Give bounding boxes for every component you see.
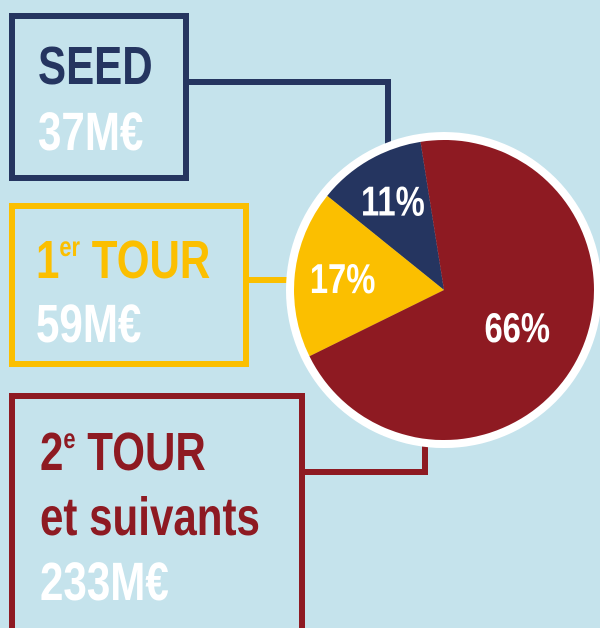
category-line2: et suivants [40,487,260,547]
label-group: 1er TOUR [36,230,210,290]
category-sup: e [63,423,75,454]
value-label-group: 66% [484,304,550,351]
category-label: 2e TOUR [40,422,206,482]
pie-slice [293,195,444,357]
label-box [9,393,305,628]
amount-group: 59M€ [36,294,141,354]
category-rest: TOUR [76,422,206,482]
value-label-group: 17% [310,255,376,302]
category-label: SEED [38,36,153,96]
value-label: 17% [310,255,376,302]
label-group: SEED [38,36,153,96]
category-text: 2 [40,422,63,482]
amount: 233M€ [40,552,169,612]
value-label: 11% [361,178,425,225]
amount: 59M€ [36,294,141,354]
connector [186,79,391,156]
pie-slice [327,141,444,290]
category-label: 1er TOUR [36,230,210,290]
value-label-group: 11% [361,178,425,225]
label-box [9,203,249,367]
amount-group: 233M€ [40,552,169,612]
amount: 37M€ [38,102,143,162]
connector [302,436,428,475]
category-text: SEED [38,36,153,96]
amount-group: 37M€ [38,102,143,162]
label-box [9,13,189,181]
category-text: 1 [36,230,59,290]
category-rest: TOUR [80,230,210,290]
category-sup: er [59,231,80,262]
pie-slice [309,140,594,441]
value-label: 66% [484,304,550,351]
